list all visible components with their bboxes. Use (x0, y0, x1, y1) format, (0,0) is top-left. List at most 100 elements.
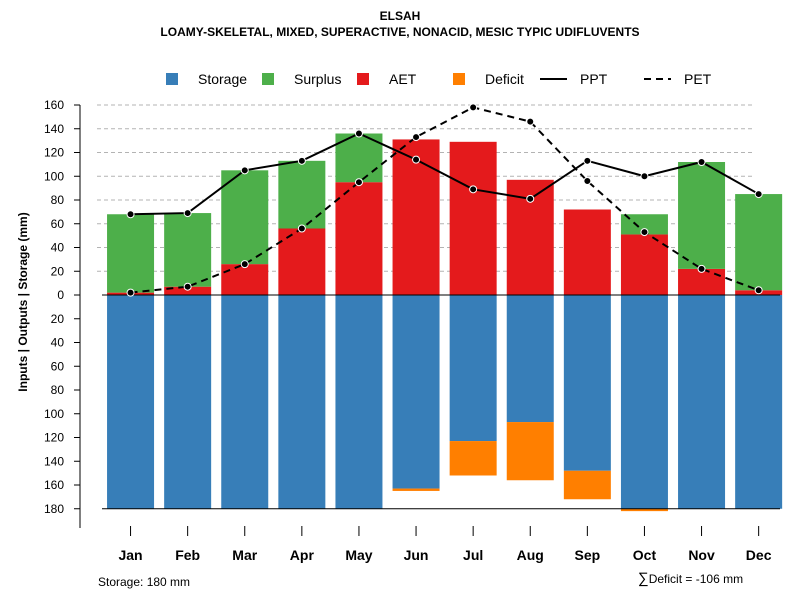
y-tick-label: 180 (44, 502, 64, 516)
storage-bar (563, 295, 611, 471)
month-label: Jun (404, 547, 429, 563)
y-axis-label: Inputs | Outputs | Storage (mm) (16, 212, 30, 391)
legend-label: Deficit (485, 71, 524, 87)
storage-bar (107, 295, 155, 509)
ppt-point (697, 158, 706, 166)
legend-swatch (357, 73, 369, 85)
legend-label: PET (684, 71, 712, 87)
storage-bar (506, 295, 554, 423)
legend-label: AET (389, 71, 417, 87)
y-tick-label: 0 (57, 288, 64, 302)
ppt-point (183, 209, 192, 218)
pet-point (469, 103, 478, 112)
surplus-bar (278, 160, 326, 229)
pet-point (240, 260, 249, 269)
pet-point (297, 224, 306, 233)
pet-line (130, 106, 760, 294)
month-label: Sep (575, 547, 601, 563)
storage-bar (164, 295, 212, 509)
y-tick-label: 140 (44, 122, 64, 136)
month-label: Jul (463, 547, 483, 563)
deficit-note-text: Deficit = -106 mm (648, 572, 744, 586)
surplus-bar (221, 170, 269, 265)
aet-bar (278, 228, 326, 295)
ppt-point (469, 185, 478, 194)
pet-point (640, 228, 649, 237)
y-tick-label: 20 (51, 312, 65, 326)
aet-bar (563, 209, 611, 295)
storage-bar (735, 295, 783, 509)
month-label: Dec (746, 547, 772, 563)
y-tick-label: 80 (51, 193, 65, 207)
pet-point (583, 177, 592, 185)
storage-bar (221, 295, 269, 509)
ppt-point (754, 190, 763, 199)
storage-note: Storage: 180 mm (98, 575, 191, 589)
y-tick-label: 140 (44, 454, 64, 468)
y-tick-label: 40 (51, 241, 65, 255)
ppt-line (130, 132, 760, 216)
month-label: Apr (290, 547, 315, 563)
month-label: Jan (118, 547, 142, 563)
y-tick-label: 160 (44, 98, 64, 112)
ppt-point (297, 156, 306, 165)
surplus-bar (620, 214, 668, 235)
legend-label: Storage (198, 71, 247, 87)
pet-point (754, 286, 763, 295)
aet-bar (221, 264, 269, 295)
ppt-point (354, 129, 363, 138)
pet-point (126, 288, 135, 297)
chart-subtitle: LOAMY-SKELETAL, MIXED, SUPERACTIVE, NONA… (160, 25, 640, 39)
y-tick-label: 40 (51, 336, 65, 350)
storage-bar (278, 295, 326, 509)
surplus-bar (678, 162, 726, 269)
y-tick-label: 120 (44, 431, 64, 445)
aet-bar (449, 141, 497, 295)
ppt-point (640, 172, 649, 181)
storage-bar (678, 295, 726, 509)
aet-bar (392, 139, 440, 295)
pet-point (526, 117, 535, 126)
deficit-bar (449, 441, 497, 476)
month-label: Oct (633, 547, 657, 563)
y-tick-label: 120 (44, 146, 64, 160)
pet-point (412, 133, 421, 142)
ppt-point (412, 155, 421, 164)
y-tick-label: 60 (51, 217, 65, 231)
y-tick-label: 60 (51, 359, 65, 373)
sum-icon: ∑ (638, 570, 649, 587)
aet-bar (620, 234, 668, 295)
legend-label: Surplus (294, 71, 341, 87)
ppt-point (240, 166, 249, 175)
deficit-bar (392, 488, 440, 491)
y-tick-label: 160 (44, 478, 64, 492)
surplus-bar (735, 194, 783, 291)
ppt-point (126, 210, 135, 219)
pet-point (354, 178, 363, 187)
pet-point (697, 264, 706, 273)
month-label: Nov (688, 547, 715, 563)
storage-bar (392, 295, 440, 489)
aet-bar (335, 182, 383, 295)
surplus-bar (164, 213, 212, 287)
ppt-point (583, 156, 592, 165)
aet-bar (678, 268, 726, 295)
deficit-bar (506, 422, 554, 481)
deficit-bar (620, 508, 668, 512)
ppt-point (526, 194, 535, 203)
y-tick-label: 20 (51, 264, 65, 278)
legend-label: PPT (580, 71, 608, 87)
aet-bar (164, 286, 212, 295)
y-tick-label: 80 (51, 383, 65, 397)
month-label: Aug (517, 547, 544, 563)
y-tick-label: 100 (44, 407, 64, 421)
storage-bar (449, 295, 497, 442)
month-label: Feb (175, 547, 200, 563)
storage-bar (620, 295, 668, 509)
legend-swatch (262, 73, 274, 85)
legend-swatch (166, 73, 178, 85)
pet-point (183, 282, 192, 291)
month-label: Mar (232, 547, 257, 563)
surplus-bar (107, 214, 155, 293)
month-label: May (345, 547, 372, 563)
